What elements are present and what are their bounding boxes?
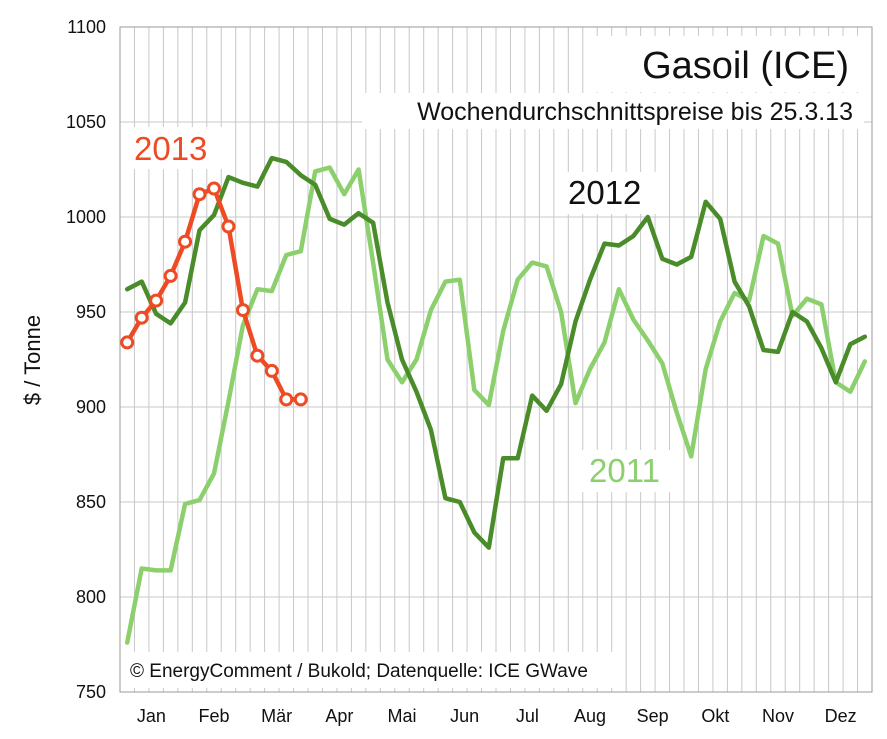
data-point-2013 [149, 293, 164, 308]
data-point-2013 [207, 181, 221, 196]
x-tick-label: Mär [261, 706, 292, 726]
y-tick-label: 750 [76, 682, 106, 702]
data-point-2013 [293, 392, 308, 407]
y-tick-label: 1100 [67, 17, 106, 37]
x-tick-label: Aug [574, 706, 606, 726]
y-tick-label: 950 [76, 302, 106, 322]
data-point-2013 [163, 268, 178, 283]
x-tick-label: Apr [325, 706, 353, 726]
y-tick-label: 800 [76, 587, 106, 607]
series-2013 [120, 181, 308, 407]
title-box [585, 36, 863, 92]
label-2013-box [126, 127, 226, 169]
y-tick-label: 1000 [66, 207, 106, 227]
x-tick-label: Mai [387, 706, 416, 726]
data-point-2013 [178, 234, 193, 249]
x-tick-label: Jul [516, 706, 539, 726]
series-layer [120, 155, 868, 645]
subtitle-box [362, 93, 864, 129]
y-axis-label: $ / Tonne [20, 315, 45, 405]
y-tick-label: 1050 [66, 112, 106, 132]
label-2012-box [560, 172, 658, 214]
chart-title: Gasoil (ICE) [642, 45, 849, 87]
data-point-2013 [192, 187, 207, 202]
data-point-2013 [221, 219, 236, 234]
data-point-2013 [120, 335, 135, 350]
series-line-2012 [124, 155, 868, 550]
data-point-2013 [134, 310, 149, 325]
x-tick-label: Nov [762, 706, 794, 726]
data-point-2013 [250, 348, 265, 363]
y-tick-label: 850 [76, 492, 106, 512]
y-tick-label: 900 [76, 397, 106, 417]
data-point-2013 [264, 363, 279, 378]
chart-subtitle: Wochendurchschnittspreise bis 25.3.13 [417, 98, 853, 126]
x-tick-label: Jan [137, 706, 166, 726]
series-2012 [124, 155, 868, 550]
data-point-2013 [235, 303, 250, 318]
x-tick-labels: Jan Feb Mär Apr Mai Jun Jul Aug Sep Okt Nov Dez [137, 706, 857, 726]
x-tick-label: Sep [637, 706, 669, 726]
data-point-2013 [279, 392, 294, 407]
annotation-layer: Gasoil (ICE) Wochendurchschnittspreise b… [123, 36, 864, 688]
series-label-2013: 2013 [134, 130, 207, 167]
source-note: © EnergyComment / Bukold; Datenquelle: I… [130, 661, 588, 682]
x-tick-label: Feb [198, 706, 229, 726]
x-tick-label: Dez [825, 706, 857, 726]
y-tick-labels: 750 800 850 900 950 1000 1050 1100 [66, 17, 106, 702]
source-box [123, 652, 621, 688]
x-tick-label: Okt [701, 706, 729, 726]
label-2011-box [582, 450, 678, 492]
x-tick-label: Jun [450, 706, 479, 726]
series-label-2012: 2012 [568, 174, 641, 211]
plot-frame [119, 26, 873, 693]
series-label-2011: 2011 [589, 452, 660, 489]
